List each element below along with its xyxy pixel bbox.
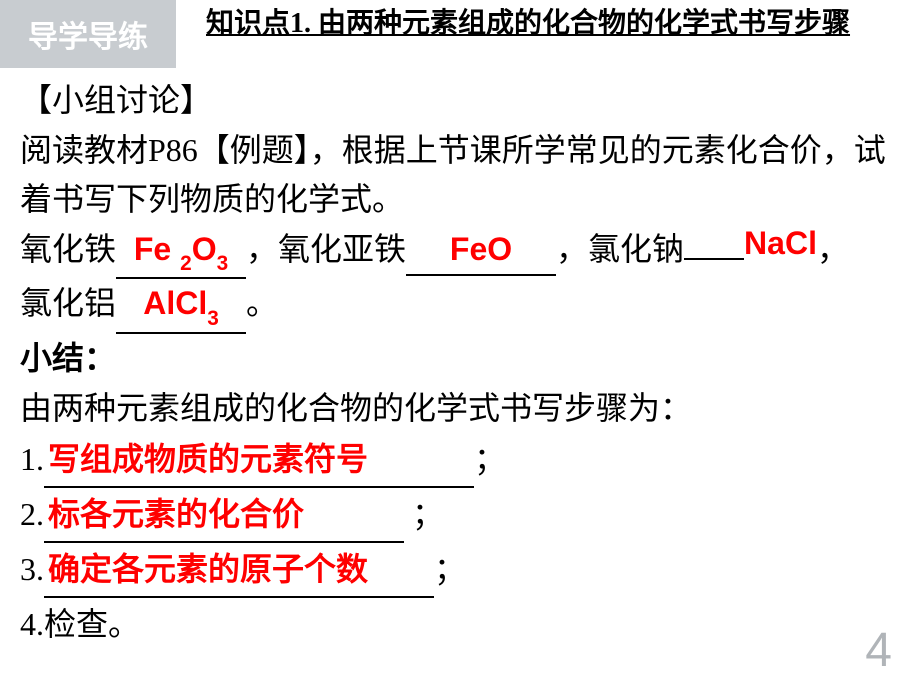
formula-exercise-line1: 氧化铁Fe 2O3，氧化亚铁FeO，氯化钠NaCl， [20,225,900,280]
step-2: 2.标各元素的化合价 ； [20,488,900,543]
step2-answer: 标各元素的化合价 [48,496,304,532]
page-number: 4 [865,623,892,678]
formula-exercise-line2: 氯化铝AlCl3。 [20,279,900,334]
q1-answer: Fe 2O3 [134,231,228,267]
summary-title: 小结： [20,334,900,384]
knowledge-point-title: 知识点1. 由两种元素组成的化合物的化学式书写步骤 [206,0,920,43]
step-1: 1.写组成物质的元素符号； [20,433,900,488]
q3-answer: NaCl [744,225,817,261]
step-4: 4.检查。 [20,598,900,651]
step3-answer: 确定各元素的原子个数 [48,551,368,587]
q2-answer: FeO [450,231,512,267]
summary-description: 由两种元素组成的化合物的化学式书写步骤为： [20,384,900,434]
group-discussion-title: 【小组讨论】 [20,76,900,126]
section-badge: 导学导练 [0,0,176,68]
q3-label: ，氯化钠 [556,231,684,267]
step-3: 3.确定各元素的原子个数； [20,543,900,598]
q4-label: 氯化铝 [20,285,116,321]
q1-label: 氧化铁 [20,231,116,267]
q2-label: ，氧化亚铁 [246,231,406,267]
step1-answer: 写组成物质的元素符号 [48,441,368,477]
q4-answer: AlCl3 [143,285,219,321]
reading-instruction: 阅读教材P86【例题】，根据上节课所学常见的元素化合价，试着书写下列物质的化学式… [20,126,900,225]
